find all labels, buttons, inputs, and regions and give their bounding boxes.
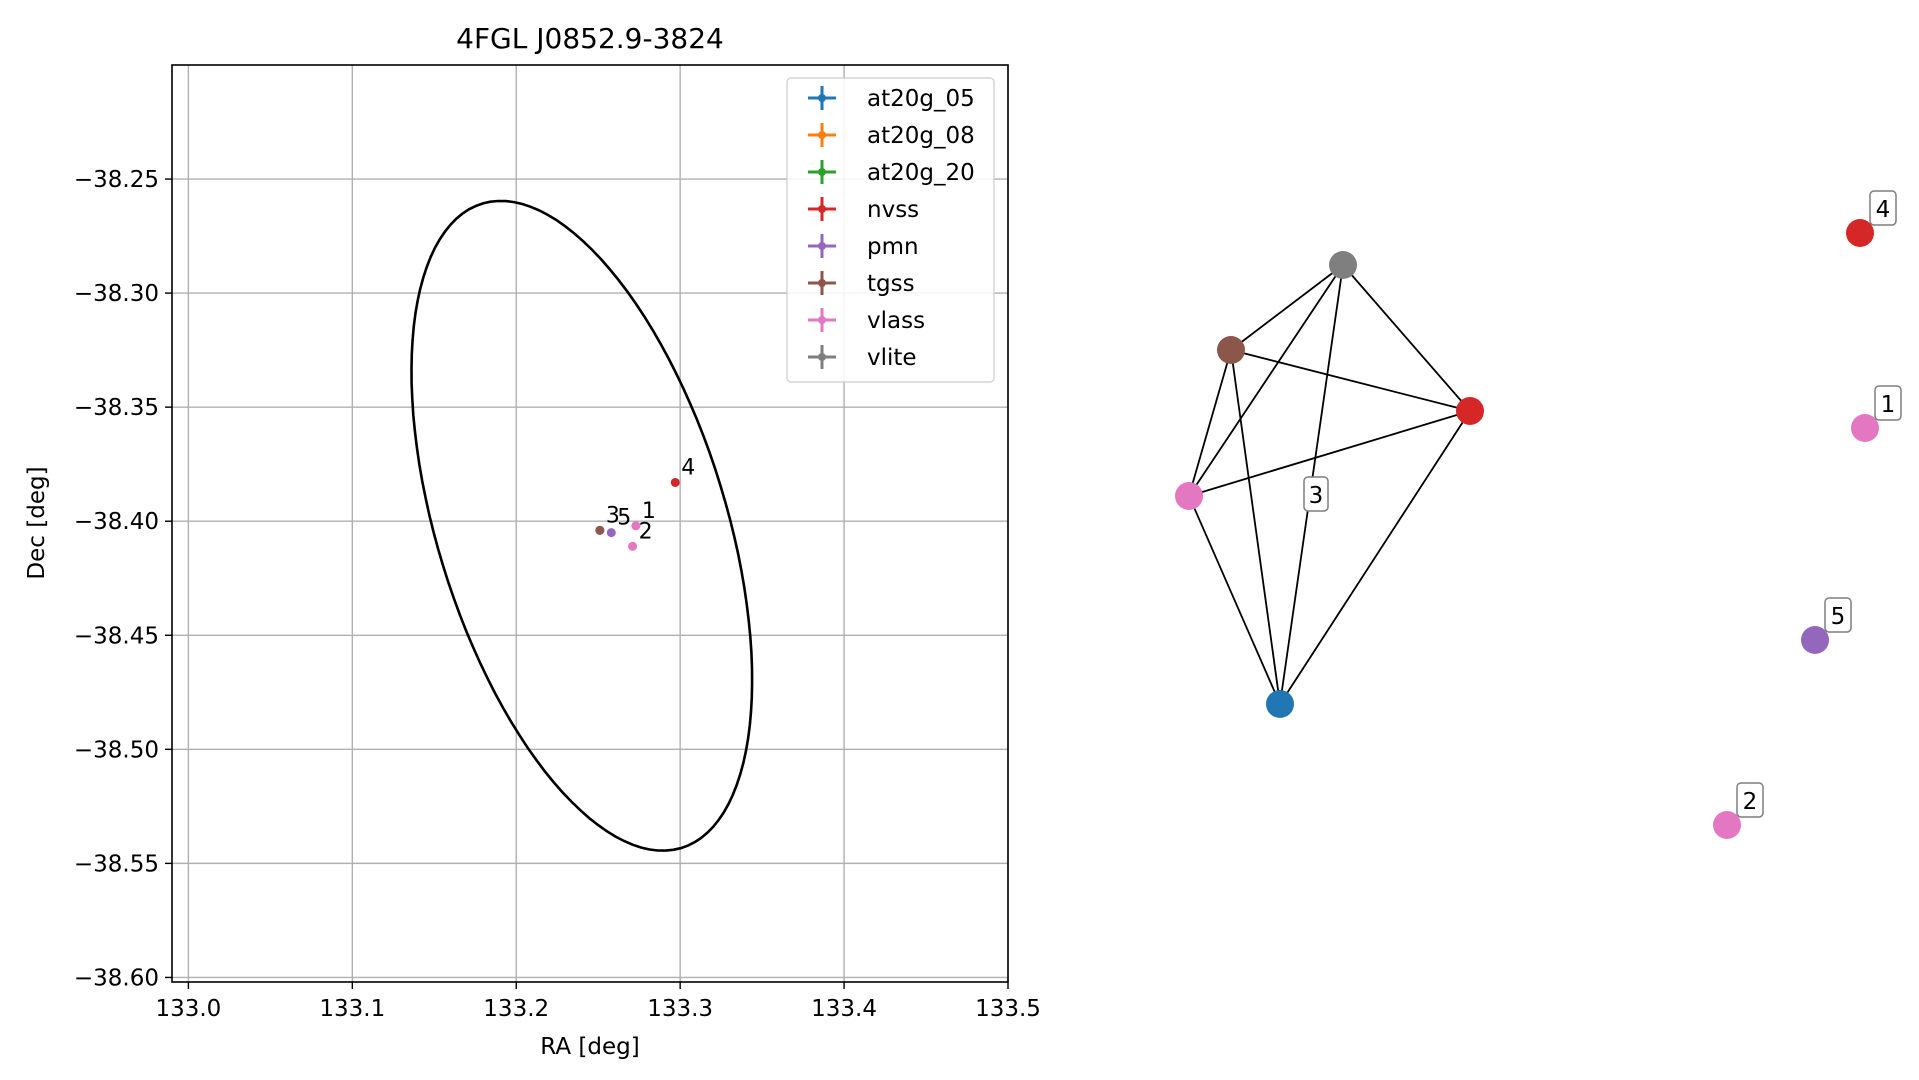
isolated-source-2: 2 xyxy=(1713,782,1764,839)
legend-label: vlite xyxy=(867,345,917,371)
node-at20g xyxy=(1266,690,1294,718)
node-vlite xyxy=(1329,251,1357,279)
isolated-label-box xyxy=(1874,385,1902,421)
legend-item-at20g_20: at20g_20 xyxy=(808,160,975,186)
point-label: 1 xyxy=(642,499,656,524)
edge-vlite-vlass xyxy=(1188,264,1344,497)
point-label: 5 xyxy=(617,506,631,531)
edges-layer xyxy=(1188,264,1471,705)
isolated-label-box xyxy=(1736,782,1764,818)
legend-item-nvss: nvss xyxy=(808,197,919,223)
x-axis-label: RA [deg] xyxy=(540,1034,639,1060)
isolated-node xyxy=(1846,219,1874,247)
x-tick-label: 133.2 xyxy=(483,996,549,1022)
nodes-layer xyxy=(1175,251,1484,718)
isolated-source-5: 5 xyxy=(1801,597,1852,654)
y-axis-label: Dec [deg] xyxy=(24,466,50,579)
y-tick-label: −38.55 xyxy=(74,851,159,877)
isolated-node xyxy=(1851,414,1879,442)
x-tick-label: 133.5 xyxy=(975,996,1041,1022)
cluster-label-text: 3 xyxy=(1309,483,1324,509)
network-panel: 3 4 1 5 2 xyxy=(1175,190,1902,839)
legend-marker-dot xyxy=(818,205,826,213)
cluster-label: 3 xyxy=(1303,476,1329,512)
legend-label: vlass xyxy=(867,308,925,334)
point-label: 2 xyxy=(639,519,653,544)
y-tick-label: −38.50 xyxy=(74,737,159,763)
legend-item-vlite: vlite xyxy=(808,345,917,371)
x-tick-label: 133.3 xyxy=(647,996,713,1022)
axes-frame xyxy=(171,64,1009,983)
y-tick-label: −38.25 xyxy=(74,167,159,193)
source-point-vlass xyxy=(631,521,641,531)
ellipse-layer xyxy=(410,199,754,852)
points-layer: 35 12 4 xyxy=(595,455,695,551)
legend-marker-dot xyxy=(818,242,826,250)
legend-marker-dot xyxy=(818,279,826,287)
source-point-pmn xyxy=(606,528,616,538)
isolated-label-box xyxy=(1824,597,1852,633)
legend-label: nvss xyxy=(867,197,919,223)
edge-tgss-nvss xyxy=(1230,349,1471,412)
edge-nvss-vlass xyxy=(1188,410,1471,497)
cluster-label-box xyxy=(1303,476,1329,512)
isolated-source-4: 4 xyxy=(1846,190,1897,247)
edge-vlite-nvss xyxy=(1342,264,1471,412)
source-point-tgss xyxy=(595,525,605,535)
legend-marker-dot xyxy=(818,168,826,176)
y-tick-label: −38.30 xyxy=(74,281,159,307)
isolated-node xyxy=(1801,626,1829,654)
legend-item-vlass: vlass xyxy=(808,308,925,334)
legend-item-tgss: tgss xyxy=(808,271,915,297)
x-tick-label: 133.4 xyxy=(811,996,877,1022)
source-point-vlass xyxy=(628,541,638,551)
y-tick-label: −38.40 xyxy=(74,509,159,535)
legend-item-at20g_05: at20g_05 xyxy=(808,86,975,112)
node-tgss xyxy=(1217,336,1245,364)
point-label: 4 xyxy=(681,455,695,480)
x-tick-label: 133.0 xyxy=(155,996,221,1022)
legend-box xyxy=(786,77,995,383)
legend-marker-dot xyxy=(818,131,826,139)
node-nvss xyxy=(1456,397,1484,425)
legend-label: at20g_08 xyxy=(867,123,975,149)
ticks-layer: 133.0 133.1 133.2 133.3 133.4 133.5 −38.25 −38.… xyxy=(74,167,1041,1022)
y-tick-label: −38.35 xyxy=(74,395,159,421)
source-point-nvss xyxy=(670,477,680,487)
y-tick-label: −38.60 xyxy=(74,965,159,991)
isolated-label: 5 xyxy=(1831,604,1846,630)
legend-label: pmn xyxy=(867,234,919,260)
scatter-panel: 4FGL J0852.9-3824 35 124 133.0 133.1 133.2 1… xyxy=(24,22,1041,1060)
legend-item-pmn: pmn xyxy=(808,234,919,260)
chart-title: 4FGL J0852.9-3824 xyxy=(456,22,724,55)
isolated-label: 2 xyxy=(1743,789,1758,815)
edge-vlite-tgss xyxy=(1230,264,1344,351)
legend-item-at20g_08: at20g_08 xyxy=(808,123,975,149)
legend-marker-dot xyxy=(818,94,826,102)
point-label: 3 xyxy=(606,503,620,528)
isolated-label: 1 xyxy=(1881,392,1896,418)
isolated-node xyxy=(1713,811,1741,839)
x-tick-label: 133.1 xyxy=(319,996,385,1022)
node-vlass xyxy=(1175,482,1203,510)
edge-tgss-vlass xyxy=(1188,349,1232,497)
legend-marker-dot xyxy=(818,353,826,361)
legend-label: at20g_05 xyxy=(867,86,975,112)
isolated-label: 4 xyxy=(1876,197,1891,223)
y-tick-label: −38.45 xyxy=(74,623,159,649)
legend-marker-dot xyxy=(818,316,826,324)
legend-label: at20g_20 xyxy=(867,160,975,186)
edge-tgss-at20g xyxy=(1230,349,1281,705)
edge-nvss-at20g xyxy=(1279,410,1471,705)
isolated-layer: 4 1 5 2 xyxy=(1713,190,1902,839)
legend-label: tgss xyxy=(867,271,915,297)
isolated-label-box xyxy=(1869,190,1897,226)
isolated-source-1: 1 xyxy=(1851,385,1902,442)
edge-vlass-at20g xyxy=(1188,495,1281,705)
error-ellipse xyxy=(410,199,754,852)
